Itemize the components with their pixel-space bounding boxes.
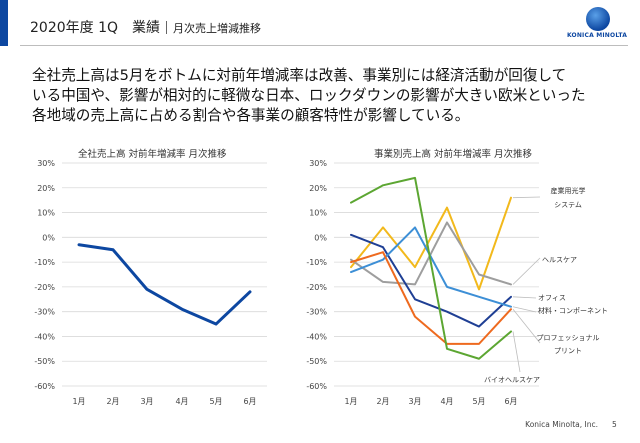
series-label-0-0: 産業用光学	[551, 186, 586, 195]
series-label-5: バイオヘルスケア	[484, 376, 540, 384]
x-tick-label-0-5: 6月	[243, 397, 256, 406]
y-tick-label-0-9: -60%	[34, 382, 55, 391]
x-tick-label-1-5: 6月	[504, 397, 517, 406]
y-tick-label-1-2: 10%	[309, 209, 327, 218]
y-tick-label-0-8: -50%	[34, 357, 55, 366]
header-accent-bar	[0, 0, 8, 46]
header-divider	[20, 45, 628, 46]
y-tick-label-0-3: 0%	[42, 233, 55, 242]
y-tick-label-1-5: -20%	[306, 283, 327, 292]
summary-text: 全社売上高は5月をボトムに対前年増減率は改善、事業別には経済活動が回復して いる…	[32, 67, 586, 124]
x-tick-label-1-2: 3月	[408, 397, 421, 406]
series-leader-3	[512, 306, 537, 313]
series-label-3: 材料・コンポーネント	[538, 306, 608, 315]
x-tick-label-0-2: 3月	[140, 397, 153, 406]
series-leader-5	[512, 331, 521, 373]
y-tick-label-1-0: 30%	[309, 159, 327, 168]
logo-wordmark: KONICA MINOLTA	[566, 32, 628, 39]
x-tick-label-0-3: 4月	[175, 397, 188, 406]
series-line-1-1	[350, 221, 512, 286]
series-label-2: オフィス	[538, 294, 566, 302]
x-tick-label-1-1: 2月	[376, 397, 389, 406]
page-title-text: 2020年度 1Q 業績	[30, 20, 161, 36]
x-tick-label-1-0: 1月	[344, 397, 357, 406]
series-leader-1	[512, 257, 541, 285]
page-number: 5	[612, 420, 617, 429]
y-tick-label-0-4: -10%	[34, 258, 55, 267]
series-label-0-1: システム	[554, 201, 582, 209]
company-logo: KONICA MINOLTA	[562, 7, 632, 41]
y-tick-label-0-1: 20%	[37, 184, 55, 193]
series-line-1-0	[350, 196, 512, 291]
series-line-1-2	[350, 233, 512, 328]
x-tick-label-0-4: 5月	[209, 397, 222, 406]
series-label-4-0: プロフェッショナル	[537, 334, 600, 342]
y-tick-label-0-0: 30%	[37, 159, 55, 168]
series-leader-2	[512, 296, 537, 299]
y-tick-label-0-2: 10%	[37, 209, 55, 218]
series-label-1: ヘルスケア	[542, 256, 577, 264]
y-tick-label-0-5: -20%	[34, 283, 55, 292]
right-chart-title: 事業別売上高 対前年増減率 月次推移	[374, 149, 533, 160]
x-tick-label-1-3: 4月	[440, 397, 453, 406]
y-tick-label-1-4: -10%	[306, 258, 327, 267]
y-tick-label-1-7: -40%	[306, 332, 327, 341]
y-tick-label-1-8: -50%	[306, 357, 327, 366]
page-title: 2020年度 1Q 業績 月次売上増減推移	[30, 17, 261, 37]
y-tick-label-1-9: -60%	[306, 382, 327, 391]
series-label-4-1: プリント	[554, 347, 582, 355]
x-tick-label-1-4: 5月	[472, 397, 485, 406]
y-tick-label-1-3: 0%	[314, 233, 327, 242]
series-leader-0	[512, 196, 541, 199]
x-tick-label-0-1: 2月	[106, 397, 119, 406]
y-tick-label-0-7: -40%	[34, 332, 55, 341]
y-tick-label-1-6: -30%	[306, 308, 327, 317]
series-line-1-4	[350, 251, 512, 345]
series-leader-4	[512, 308, 541, 344]
page-subtitle: 月次売上増減推移	[173, 22, 262, 35]
konica-minolta-globe-icon	[586, 7, 610, 31]
y-tick-label-0-6: -30%	[34, 308, 55, 317]
footer-company: Konica Minolta, Inc.	[525, 420, 598, 429]
x-tick-label-0-0: 1月	[72, 397, 85, 406]
y-tick-label-1-1: 20%	[309, 184, 327, 193]
left-chart-title: 全社売上高 対前年増減率 月次推移	[78, 149, 227, 160]
series-line-0-0	[77, 243, 252, 326]
title-separator	[166, 21, 168, 34]
series-line-1-5	[350, 176, 512, 360]
series-line-1-3	[350, 226, 512, 308]
